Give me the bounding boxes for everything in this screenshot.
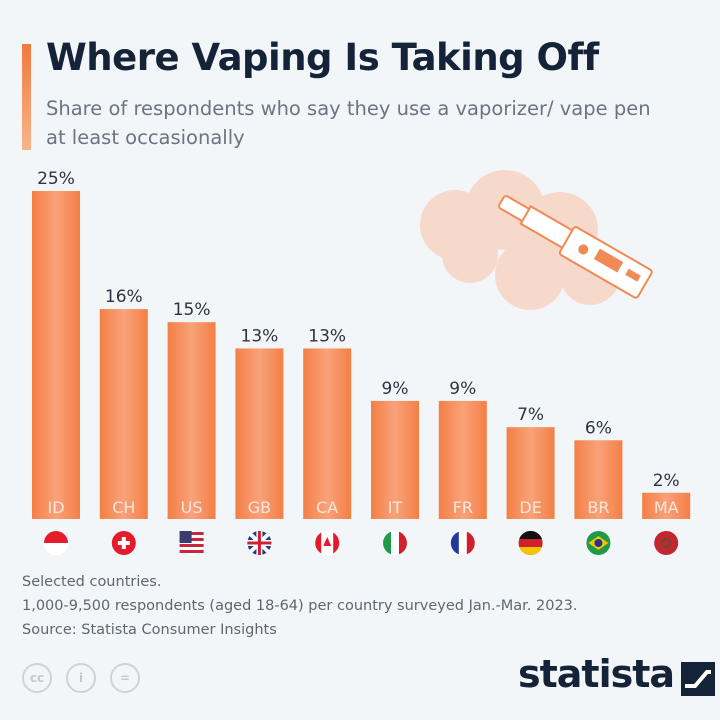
chart-subtitle: Share of respondents who say they use a …	[46, 97, 651, 149]
no-derivatives-icon[interactable]: =	[110, 663, 140, 693]
data-label-it: 9%	[382, 379, 409, 399]
data-label-fr: 9%	[449, 379, 476, 399]
data-label-ch: 16%	[105, 287, 143, 307]
category-label-ch: CH	[112, 498, 135, 517]
category-label-it: IT	[388, 498, 403, 517]
bar-ma	[642, 492, 691, 519]
italy-flag-icon	[383, 531, 407, 555]
category-label-us: US	[181, 498, 203, 517]
title-accent-bar	[22, 44, 31, 150]
bar-gb	[235, 348, 284, 519]
vape-illustration	[420, 170, 653, 310]
bar-chart: 25% ID 16% CH 15% US 13% GB 13% CA 9% IT 9% FR 7% DE 6% B…	[32, 169, 691, 555]
usa-flag-icon	[179, 531, 204, 555]
bar-fr	[438, 400, 487, 519]
chart-title: Where Vaping Is Taking Off	[46, 36, 599, 79]
attribution-icon[interactable]: i	[66, 663, 96, 693]
indonesia-flag-icon	[44, 531, 68, 555]
bar-us	[167, 322, 216, 519]
data-label-id: 25%	[37, 169, 75, 189]
brazil-flag-icon	[586, 531, 611, 555]
category-label-id: ID	[47, 498, 64, 517]
morocco-flag-icon	[654, 531, 679, 555]
footer-note: Selected countries.	[22, 574, 162, 590]
switzerland-flag-icon	[111, 531, 136, 555]
category-label-ca: CA	[316, 498, 338, 517]
data-label-de: 7%	[517, 405, 544, 425]
data-label-ma: 2%	[653, 471, 680, 491]
data-label-br: 6%	[585, 418, 612, 438]
statista-logo[interactable]: statista	[518, 652, 715, 696]
footer-source: Source: Statista Consumer Insights	[22, 622, 277, 638]
bar-ca	[303, 348, 352, 519]
canada-flag-icon	[315, 531, 340, 555]
category-label-de: DE	[519, 498, 541, 517]
uk-flag-icon	[247, 531, 272, 555]
bar-it	[371, 400, 419, 519]
category-label-ma: MA	[654, 498, 679, 517]
statista-logo-icon	[681, 662, 715, 696]
bar-de	[506, 427, 555, 519]
category-label-fr: FR	[453, 498, 473, 517]
bar-ch	[99, 309, 148, 519]
category-label-br: BR	[587, 498, 609, 517]
footer-survey: 1,000-9,500 respondents (aged 18-64) per…	[22, 598, 578, 614]
data-label-ca: 13%	[308, 326, 346, 346]
data-label-us: 15%	[173, 300, 211, 320]
cc-license-icon[interactable]: cc	[22, 663, 52, 693]
data-label-gb: 13%	[241, 326, 279, 346]
statista-logo-text: statista	[518, 652, 675, 696]
chart-footer: Selected countries. 1,000-9,500 responde…	[22, 570, 578, 642]
bar-br	[574, 440, 623, 519]
france-flag-icon	[450, 531, 475, 555]
bar-id	[32, 191, 80, 519]
category-label-gb: GB	[248, 498, 271, 517]
germany-flag-icon	[518, 531, 543, 555]
